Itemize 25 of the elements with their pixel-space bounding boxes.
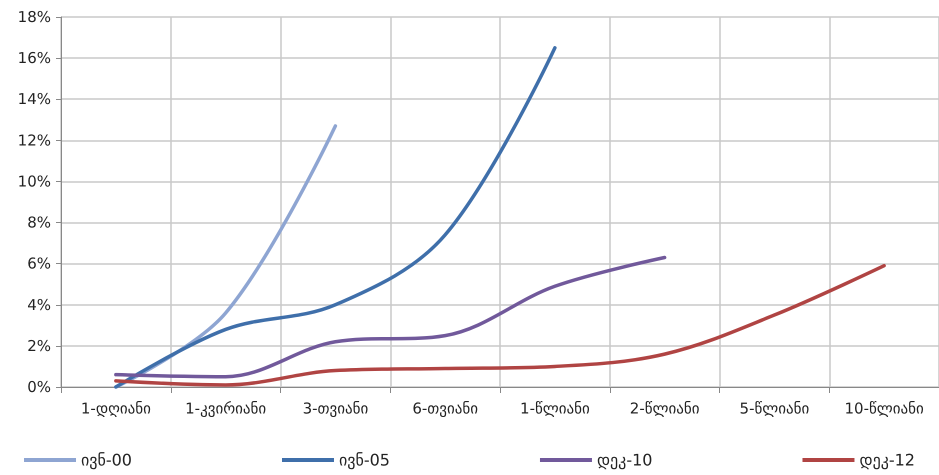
x-tick-label: 1-დღიანი xyxy=(80,400,152,418)
line-series xyxy=(114,264,886,387)
legend-label: ივნ-00 xyxy=(81,450,132,470)
y-tick-label: 4% xyxy=(27,296,51,314)
y-tick-label: 6% xyxy=(27,254,51,273)
y-tick-label: 12% xyxy=(18,131,51,150)
y-tick-label: 10% xyxy=(18,172,51,190)
y-tick-label: 14% xyxy=(18,90,51,108)
line-series xyxy=(114,256,666,378)
x-tick-label: 5-წლიანი xyxy=(740,400,810,418)
line-series xyxy=(114,46,557,389)
x-tick-label: 1-კვირიანი xyxy=(185,400,266,418)
x-tick-label: 10-წლიანი xyxy=(844,400,924,418)
y-tick-label: 18% xyxy=(18,8,51,26)
legend-label: ივნ-05 xyxy=(338,450,390,470)
y-tick-label: 0% xyxy=(27,378,51,396)
x-tick-label: 3-თვიანი xyxy=(302,400,368,418)
x-tick-label: 2-წლიანი xyxy=(630,400,700,418)
y-tick-label: 2% xyxy=(27,336,51,355)
y-tick-label: 16% xyxy=(18,49,51,68)
legend-label: დეკ-10 xyxy=(596,450,652,470)
legend-label: დეკ-12 xyxy=(859,450,915,470)
x-tick-label: 1-წლიანი xyxy=(520,400,590,418)
y-tick-label: 8% xyxy=(27,214,51,232)
x-tick-label: 6-თვიანი xyxy=(412,400,478,418)
